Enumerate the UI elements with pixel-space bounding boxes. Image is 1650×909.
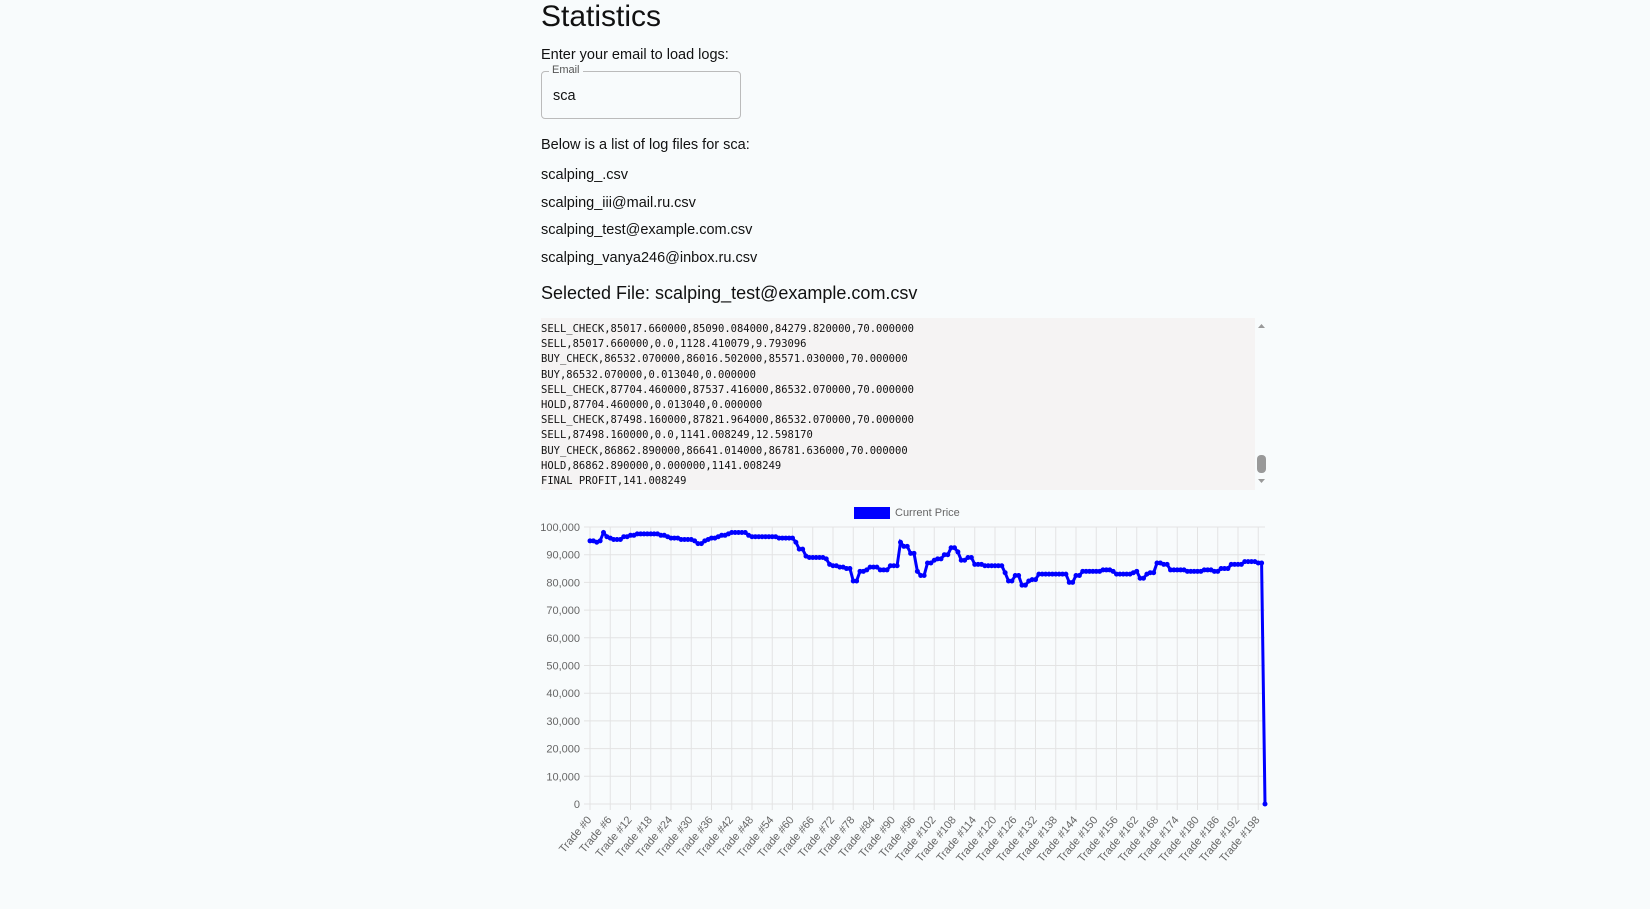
price-point [1002,570,1008,576]
price-point [952,545,957,551]
log-line: FINAL PROFIT,141.008249 [541,475,687,487]
log-line: BUY_CHECK,86862.890000,86641.014000,8678… [541,444,908,457]
price-point [914,568,920,574]
file-link[interactable]: scalping_vanya246@inbox.ru.csv [541,249,758,266]
price-point [1110,568,1116,574]
email-label: Email [549,64,583,76]
price-point [1259,560,1265,566]
legend-label: Current Price [895,507,960,519]
email-input[interactable] [541,71,741,119]
log-line: SELL_CHECK,87498.160000,87821.964000,865… [541,414,914,427]
price-point [904,543,910,549]
price-point [1070,579,1076,585]
price-point [928,560,934,566]
price-point [938,556,944,562]
price-point [1063,571,1069,577]
price-point [1134,568,1140,574]
log-line: BUY_CHECK,86532.070000,86016.502000,8557… [541,353,908,366]
page-title: Statistics [541,0,662,33]
price-point [1164,561,1170,567]
price-point [800,546,806,552]
price-point [921,572,927,578]
file-link[interactable]: scalping_.csv [541,167,629,183]
y-tick-label: 30,000 [546,716,580,728]
price-point [1009,578,1015,584]
price-point [999,563,1005,569]
email-prompt: Enter your email to load logs: [541,47,729,63]
files-heading: Below is a list of log files for sca: [541,137,750,153]
email-value[interactable]: sca [553,88,576,104]
price-point [1141,575,1146,581]
legend-swatch [854,507,890,519]
selected-file: Selected File: scalping_test@example.com… [541,283,918,303]
price-point [1022,582,1028,588]
price-point [854,578,860,584]
price-point [884,567,890,573]
price-point [793,539,799,545]
y-tick-label: 50,000 [546,661,580,673]
y-tick-label: 40,000 [546,688,580,700]
price-point [955,549,961,555]
price-point [698,541,704,547]
price-point [601,530,606,536]
price-point [1151,570,1157,576]
y-tick-label: 80,000 [546,577,580,589]
log-line: BUY,86532.070000,0.013040,0.000000 [541,368,756,381]
y-tick-label: 70,000 [546,605,580,617]
log-line: SELL_CHECK,87704.460000,87537.416000,865… [541,383,914,396]
price-point [1225,566,1231,572]
log-line: SELL,87498.160000,0.0,1141.008249,12.598… [541,429,813,442]
log-line: SELL,85017.660000,0.0,1128.410079,9.7930… [541,338,807,351]
price-point [874,564,880,570]
log-line: HOLD,86862.890000,0.000000,1141.008249 [541,459,782,472]
price-point [945,552,951,558]
price-point [1076,572,1082,578]
price-point [1033,577,1038,583]
log-line: SELL_CHECK,85017.660000,85090.084000,842… [541,323,914,335]
file-link[interactable]: scalping_iii@mail.ru.csv [541,194,696,211]
price-point [962,557,968,563]
price-point [597,538,603,544]
y-tick-label: 60,000 [546,633,580,645]
price-point [894,563,900,569]
file-link[interactable]: scalping_test@example.com.csv [541,222,753,238]
price-point [898,539,903,545]
log-view[interactable]: SELL_CHECK,85017.660000,85090.084000,842… [541,318,1255,490]
price-point [911,550,917,556]
price-point [617,536,623,542]
price-point [823,556,829,562]
price-point [742,530,748,536]
price-point [847,566,853,572]
y-tick-label: 0 [574,799,580,811]
price-point [1215,568,1221,574]
price-point [1262,801,1268,807]
price-point [1238,561,1244,567]
y-tick-label: 20,000 [546,744,580,756]
log-line: HOLD,87704.460000,0.013040,0.000000 [541,399,763,411]
price-point [864,567,870,573]
price-point [968,554,974,560]
y-tick-label: 10,000 [546,771,580,783]
scrollbar[interactable] [1255,318,1268,490]
price-point [692,538,698,544]
y-tick-label: 100,000 [540,522,580,534]
y-tick-label: 90,000 [546,550,580,562]
price-point [1016,572,1022,578]
price-point [790,535,795,541]
